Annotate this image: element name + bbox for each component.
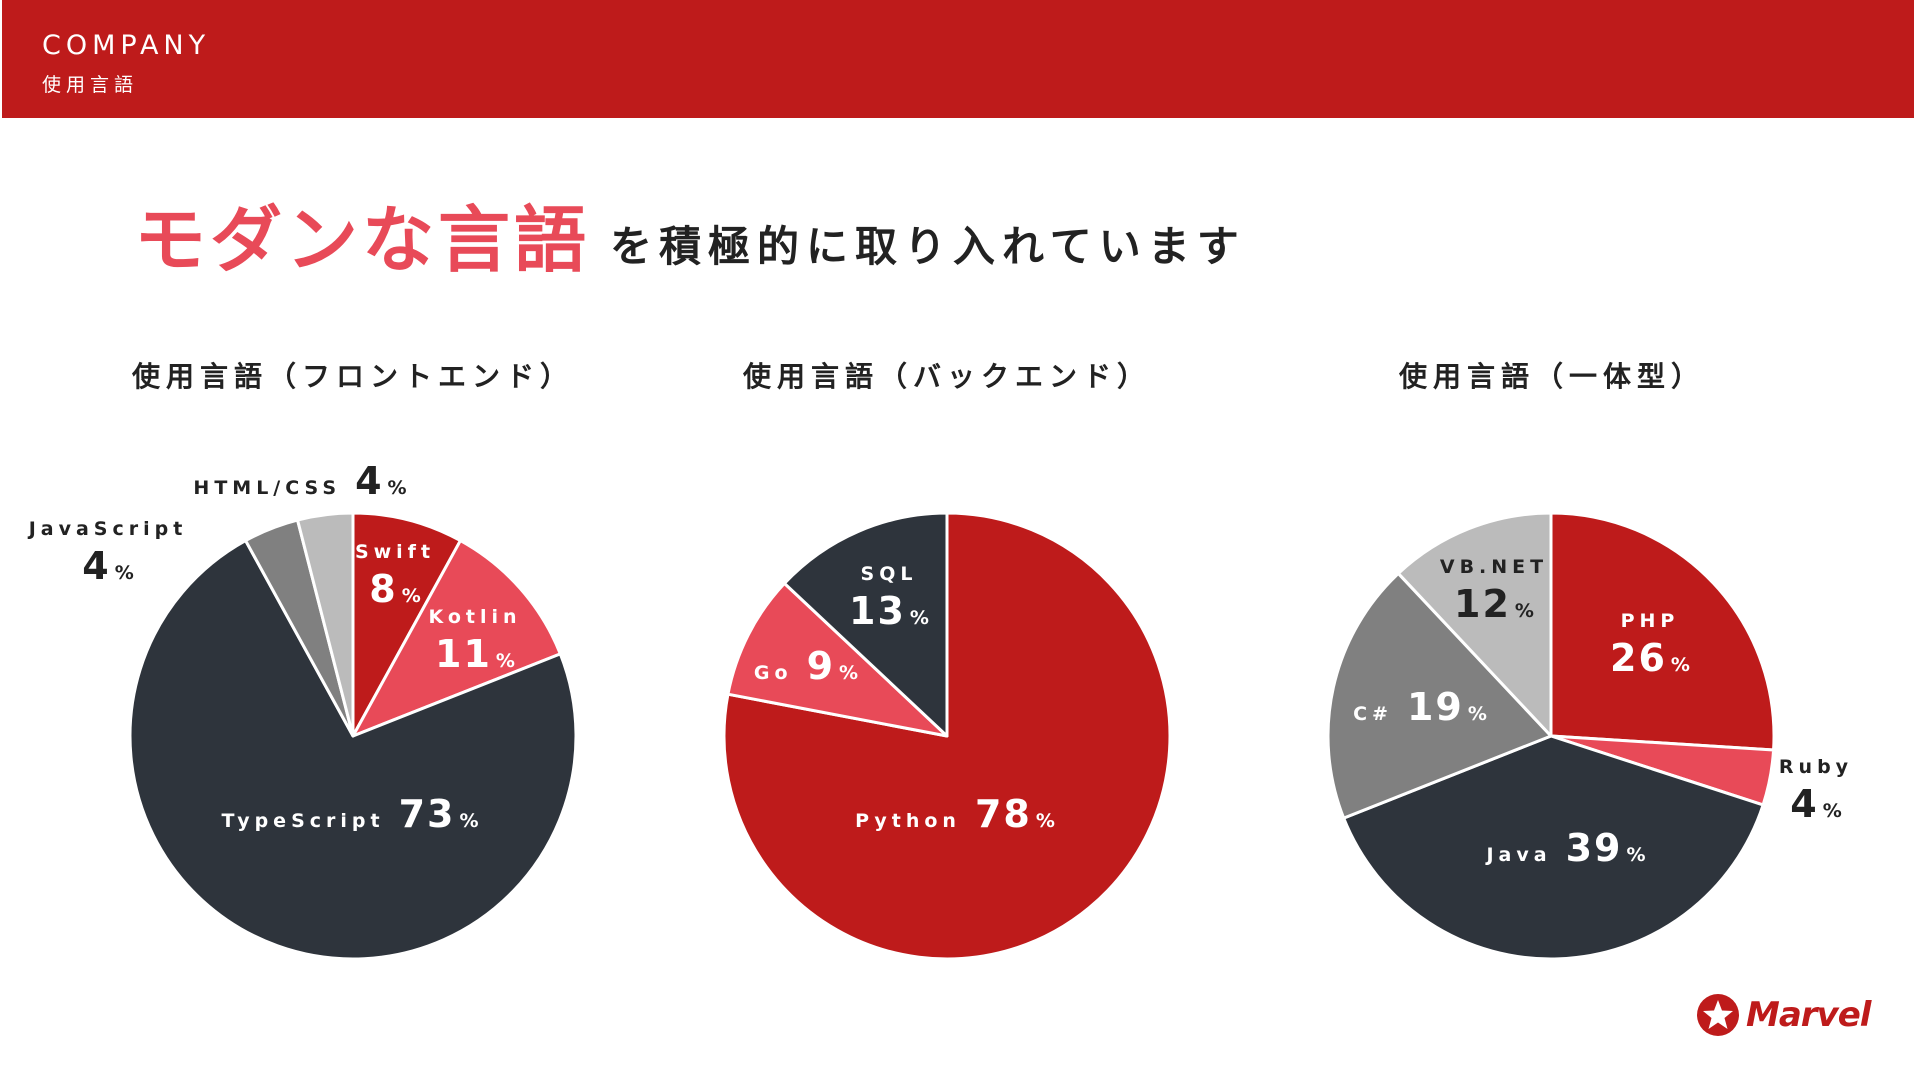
svg-text:Go9%: Go 9% xyxy=(754,644,858,688)
pie-label-fullstack-vb-net: VB.NET 12% xyxy=(1440,556,1548,626)
svg-text:C#19%: C# 19% xyxy=(1353,685,1487,729)
star-icon xyxy=(1697,994,1739,1036)
chart-title-frontend: 使用言語（フロントエンド） xyxy=(131,360,574,393)
pie-slice-backend-sql xyxy=(782,511,949,738)
header-bar: COMPANY 使用言語 xyxy=(2,0,1914,118)
pie-label-frontend-typescript: TypeScript 73% xyxy=(221,792,478,836)
pie-slice-fullstack-java xyxy=(1342,734,1765,961)
chart-title-fullstack: 使用言語（一体型） xyxy=(1398,360,1705,393)
pie-slice-frontend-kotlin xyxy=(351,539,562,738)
pie-slice-fullstack-vb-net xyxy=(1396,511,1553,738)
pie-slice-frontend-typescript xyxy=(128,539,578,961)
pie-slice-frontend-html-css xyxy=(296,511,355,738)
pie-label-fullstack-java: Java 39% xyxy=(1484,826,1645,870)
headline: モダンな言語 を積極的に取り入れています xyxy=(134,186,1246,276)
pie-label-frontend-swift: Swift 8% xyxy=(355,541,435,611)
pie-label-fullstack-php: PHP 26% xyxy=(1610,610,1690,680)
pie-label-fullstack-ruby: Ruby 4% xyxy=(1779,756,1853,826)
headline-accent: モダンな言語 xyxy=(134,198,591,282)
pie-label-backend-python: Python 78% xyxy=(855,792,1055,836)
pie-label-frontend-javascript: JavaScript 4% xyxy=(27,518,188,588)
section-subtitle: 使用言語 xyxy=(42,74,139,96)
headline-rest: を積極的に取り入れています xyxy=(610,222,1246,271)
chart-title-backend: 使用言語（バックエンド） xyxy=(742,360,1151,393)
pie-label-backend-sql: SQL 13% xyxy=(849,563,929,633)
pie-label-frontend-kotlin: Kotlin 11% xyxy=(428,606,521,676)
pie-slice-fullstack-php xyxy=(1549,511,1776,752)
pie-label-backend-go: Go 9% xyxy=(754,644,858,688)
pie-slice-fullstack-csharp xyxy=(1326,571,1553,820)
logo-text: Marvel xyxy=(1746,995,1871,1035)
section-label: COMPANY xyxy=(42,30,211,61)
pie-label-frontend-html-css: HTML/CSS 4% xyxy=(193,459,406,503)
pie-slice-frontend-swift xyxy=(351,511,462,738)
marvel-logo: Marvel xyxy=(1696,990,1886,1040)
pie-label-fullstack-csharp: C# 19% xyxy=(1353,685,1487,729)
pie-slice-backend-go xyxy=(726,581,949,738)
